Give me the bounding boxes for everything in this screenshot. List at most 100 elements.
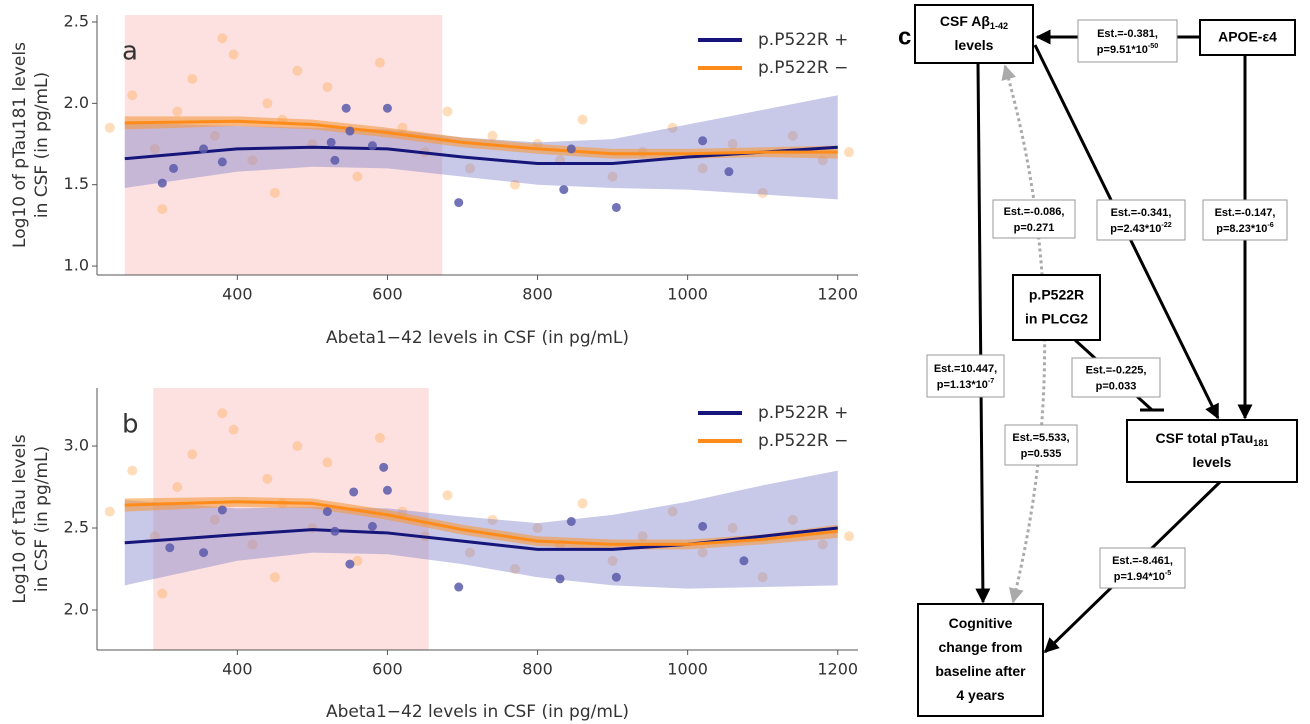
scatter-point — [843, 147, 854, 158]
scatter-point — [169, 163, 179, 173]
scatter-point — [127, 465, 138, 476]
text-line: p=2.43*10-22 — [1110, 221, 1171, 235]
text-line: p.P522R — [1029, 286, 1084, 302]
scatter-point — [149, 143, 160, 154]
scatter-point — [757, 572, 768, 583]
scatter-point — [104, 506, 115, 517]
scatter-point — [104, 122, 115, 133]
scatter-point — [367, 141, 377, 151]
x-tick-label: 1200 — [817, 660, 858, 679]
scatter-point — [611, 572, 621, 582]
scatter-point — [209, 130, 220, 141]
x-tick-label: 800 — [522, 660, 553, 679]
text-line: p=0.535 — [1021, 448, 1062, 460]
panel-label: a — [122, 37, 138, 67]
scatter-point — [322, 457, 333, 468]
scatter-point — [269, 187, 280, 198]
x-tick-label: 400 — [222, 660, 253, 679]
scatter-point — [262, 98, 273, 109]
scatter-point — [247, 539, 258, 550]
text-line: Est.=-0.381, — [1097, 28, 1158, 40]
scatter-point — [442, 490, 453, 501]
legend-label: p.P522R − — [758, 431, 848, 451]
scatter-point — [330, 526, 340, 536]
text-part: Est.=-0.147, — [1215, 207, 1276, 219]
scatter-point — [374, 57, 385, 68]
text-line: change from — [938, 639, 1022, 655]
text-line: Est.=-0.086, — [1004, 206, 1065, 218]
x-tick-label: 1200 — [817, 285, 858, 304]
scatter-point — [149, 531, 160, 542]
y-tick-label: 1.0 — [64, 256, 89, 275]
scatter-point — [454, 198, 464, 208]
scatter-point — [698, 136, 708, 146]
scatter-point — [269, 572, 280, 583]
scatter-point — [217, 157, 227, 167]
text-line: Est.=5.533, — [1012, 432, 1069, 444]
scatter-point — [464, 547, 475, 558]
scatter-point — [157, 588, 168, 599]
scatter-point — [172, 106, 183, 117]
edge-label-box — [1077, 19, 1178, 63]
scatter-point — [127, 90, 138, 101]
scatter-point — [487, 130, 498, 141]
fit-line — [124, 119, 838, 156]
legend-label: p.P522R + — [758, 30, 848, 50]
text-part: -22 — [1161, 221, 1171, 229]
scatter-point — [326, 137, 336, 147]
scatter-point — [532, 523, 543, 534]
scatter-point — [698, 521, 708, 531]
scatter-point — [464, 163, 475, 174]
scatter-point — [187, 449, 198, 460]
scatter-point — [510, 564, 521, 575]
text-line: p=1.13*10-7 — [937, 377, 994, 391]
text-part: p=9.51*10 — [1097, 44, 1148, 56]
scatter-point — [322, 82, 333, 93]
scatter-point — [228, 49, 239, 60]
legend-label: p.P522R + — [758, 403, 848, 423]
scatter-point — [322, 507, 332, 517]
shaded-region — [124, 15, 443, 275]
y-axis-label: in CSF (in pg/mL) — [32, 72, 52, 218]
scatter-point — [262, 473, 273, 484]
x-tick-label: 400 — [222, 285, 253, 304]
fit-line — [124, 500, 838, 546]
scatter-point — [817, 539, 828, 550]
fit-line — [124, 145, 838, 166]
edge-label-box — [1099, 547, 1186, 589]
text-part: p=2.43*10 — [1110, 223, 1161, 235]
node-box — [1012, 274, 1101, 341]
edge-label-box — [992, 199, 1076, 239]
scatter-point — [787, 514, 798, 525]
scatter-point — [382, 485, 392, 495]
confidence-band — [124, 116, 838, 159]
scatter-point — [367, 521, 377, 531]
text-part: CSF total pTau — [1156, 430, 1254, 446]
scatter-point — [187, 73, 198, 84]
text-line: CSF total pTau181 — [1156, 430, 1269, 449]
text-line: in PLCG2 — [1025, 310, 1088, 326]
scatter-point — [345, 126, 355, 136]
scatter-point — [349, 487, 359, 497]
scatter-point — [727, 523, 738, 534]
scatter-point — [330, 155, 340, 165]
edge-label-box — [1096, 199, 1186, 241]
scatter-point — [607, 171, 618, 182]
text-part: 181 — [1253, 438, 1268, 448]
scatter-point — [727, 139, 738, 150]
scatter-point — [228, 424, 239, 435]
text-line: Est.=-0.225, — [1086, 364, 1147, 376]
scatter-point — [442, 106, 453, 117]
node-box — [914, 4, 1034, 64]
text-part: Est.=-0.225, — [1086, 364, 1147, 376]
scatter-point — [217, 33, 228, 44]
x-tick-label: 1000 — [667, 660, 708, 679]
scatter-point — [217, 505, 227, 515]
panel-label: c — [898, 23, 911, 50]
legend-label: p.P522R − — [758, 58, 848, 78]
text-line: Est.=-0.341, — [1111, 207, 1172, 219]
scatter-point — [697, 547, 708, 558]
scatter-point — [374, 432, 385, 443]
y-tick-label: 1.5 — [64, 174, 89, 193]
